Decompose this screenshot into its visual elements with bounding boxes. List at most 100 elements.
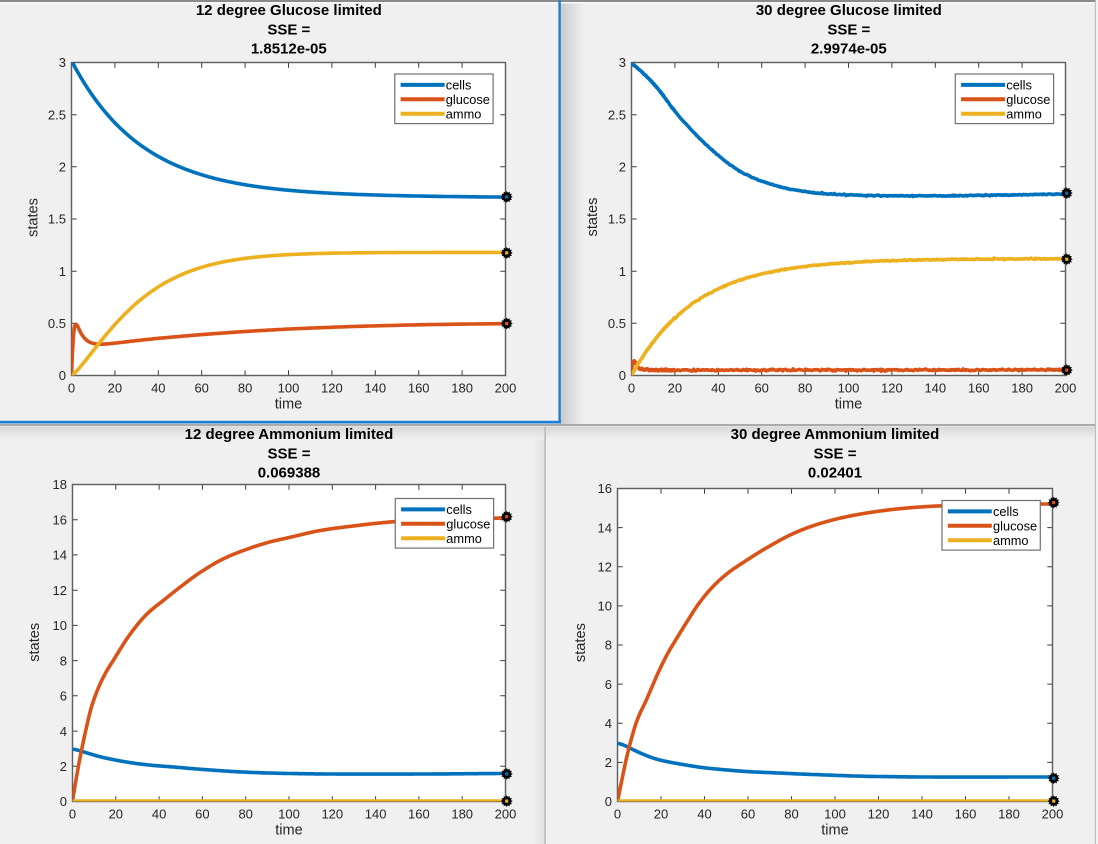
svg-text:2.9974e-05: 2.9974e-05 <box>811 41 887 58</box>
svg-text:2.5: 2.5 <box>48 107 66 122</box>
svg-text:1.8512e-05: 1.8512e-05 <box>251 41 327 58</box>
svg-text:120: 120 <box>321 381 343 396</box>
svg-text:200: 200 <box>495 381 517 396</box>
svg-text:ammo: ammo <box>446 106 482 121</box>
svg-text:40: 40 <box>697 807 711 822</box>
svg-text:80: 80 <box>238 807 252 822</box>
svg-text:12 degree Glucose limited: 12 degree Glucose limited <box>196 2 382 19</box>
svg-text:time: time <box>835 397 863 413</box>
svg-text:100: 100 <box>278 807 300 822</box>
svg-text:180: 180 <box>451 381 473 396</box>
svg-text:160: 160 <box>968 381 990 396</box>
svg-text:12 degree Ammonium limited: 12 degree Ammonium limited <box>185 426 394 443</box>
svg-text:time: time <box>275 397 303 413</box>
svg-text:60: 60 <box>754 381 768 396</box>
svg-text:states: states <box>585 198 601 237</box>
svg-text:160: 160 <box>408 381 430 396</box>
svg-text:states: states <box>27 623 43 662</box>
svg-text:glucose: glucose <box>446 516 490 531</box>
svg-text:100: 100 <box>278 381 300 396</box>
svg-text:2.5: 2.5 <box>608 107 626 122</box>
svg-text:1.5: 1.5 <box>608 212 626 227</box>
svg-text:glucose: glucose <box>446 92 490 107</box>
svg-text:180: 180 <box>451 807 473 822</box>
svg-text:SSE =: SSE = <box>814 446 857 463</box>
svg-text:ammo: ammo <box>1006 106 1042 121</box>
svg-text:time: time <box>275 823 303 839</box>
svg-text:states: states <box>26 198 42 237</box>
svg-text:20: 20 <box>108 381 122 396</box>
svg-text:10: 10 <box>598 599 612 614</box>
svg-text:SSE =: SSE = <box>827 22 870 39</box>
svg-text:160: 160 <box>955 807 977 822</box>
svg-text:140: 140 <box>924 381 946 396</box>
svg-text:180: 180 <box>1011 381 1033 396</box>
svg-text:80: 80 <box>784 807 798 822</box>
svg-text:0: 0 <box>628 381 635 396</box>
svg-text:200: 200 <box>1055 381 1077 396</box>
svg-text:60: 60 <box>741 807 755 822</box>
svg-text:0: 0 <box>619 368 626 383</box>
svg-text:3: 3 <box>59 55 66 70</box>
svg-text:20: 20 <box>668 381 682 396</box>
svg-text:120: 120 <box>881 381 903 396</box>
svg-text:100: 100 <box>824 807 846 822</box>
svg-text:8: 8 <box>605 638 612 653</box>
svg-text:2: 2 <box>59 160 66 175</box>
svg-text:140: 140 <box>911 807 933 822</box>
svg-text:80: 80 <box>798 381 812 396</box>
svg-text:2: 2 <box>605 755 612 770</box>
svg-text:1.5: 1.5 <box>48 212 66 227</box>
svg-text:4: 4 <box>60 724 67 739</box>
svg-text:ammo: ammo <box>993 533 1029 548</box>
svg-text:1: 1 <box>619 264 626 279</box>
svg-text:40: 40 <box>711 381 725 396</box>
svg-text:16: 16 <box>53 512 67 527</box>
svg-text:120: 120 <box>321 807 343 822</box>
svg-text:0.5: 0.5 <box>608 316 626 331</box>
svg-text:10: 10 <box>53 618 67 633</box>
svg-text:140: 140 <box>364 381 386 396</box>
svg-text:glucose: glucose <box>1006 92 1050 107</box>
svg-text:140: 140 <box>365 807 387 822</box>
svg-text:0: 0 <box>60 794 67 809</box>
svg-text:cells: cells <box>446 502 472 517</box>
svg-text:SSE =: SSE = <box>267 22 310 39</box>
svg-text:14: 14 <box>53 548 67 563</box>
svg-text:12: 12 <box>53 583 67 598</box>
svg-text:180: 180 <box>998 807 1020 822</box>
svg-text:30 degree Ammonium limited: 30 degree Ammonium limited <box>731 426 940 443</box>
svg-text:ammo: ammo <box>446 531 482 546</box>
svg-text:0: 0 <box>614 807 621 822</box>
svg-text:18: 18 <box>53 477 67 492</box>
svg-text:1: 1 <box>59 264 66 279</box>
svg-text:0: 0 <box>59 368 66 383</box>
svg-text:60: 60 <box>194 381 208 396</box>
svg-text:20: 20 <box>654 807 668 822</box>
svg-text:time: time <box>821 823 849 839</box>
svg-text:8: 8 <box>60 653 67 668</box>
svg-text:60: 60 <box>195 807 209 822</box>
svg-text:160: 160 <box>408 807 430 822</box>
svg-text:2: 2 <box>60 759 67 774</box>
svg-text:30 degree Glucose limited: 30 degree Glucose limited <box>756 2 942 19</box>
svg-text:2: 2 <box>619 160 626 175</box>
svg-text:80: 80 <box>238 381 252 396</box>
svg-text:6: 6 <box>605 677 612 692</box>
svg-text:3: 3 <box>619 55 626 70</box>
svg-text:0.02401: 0.02401 <box>808 465 862 482</box>
svg-text:40: 40 <box>152 807 166 822</box>
svg-text:0: 0 <box>605 794 612 809</box>
svg-text:12: 12 <box>598 560 612 575</box>
svg-text:120: 120 <box>868 807 890 822</box>
svg-text:40: 40 <box>151 381 165 396</box>
svg-text:14: 14 <box>598 520 612 535</box>
svg-text:4: 4 <box>605 716 612 731</box>
svg-text:cells: cells <box>1006 78 1032 93</box>
svg-text:SSE =: SSE = <box>268 446 311 463</box>
svg-text:200: 200 <box>495 807 517 822</box>
svg-text:0: 0 <box>69 807 76 822</box>
svg-text:20: 20 <box>109 807 123 822</box>
svg-text:0.5: 0.5 <box>48 316 66 331</box>
svg-text:0.069388: 0.069388 <box>258 465 321 482</box>
